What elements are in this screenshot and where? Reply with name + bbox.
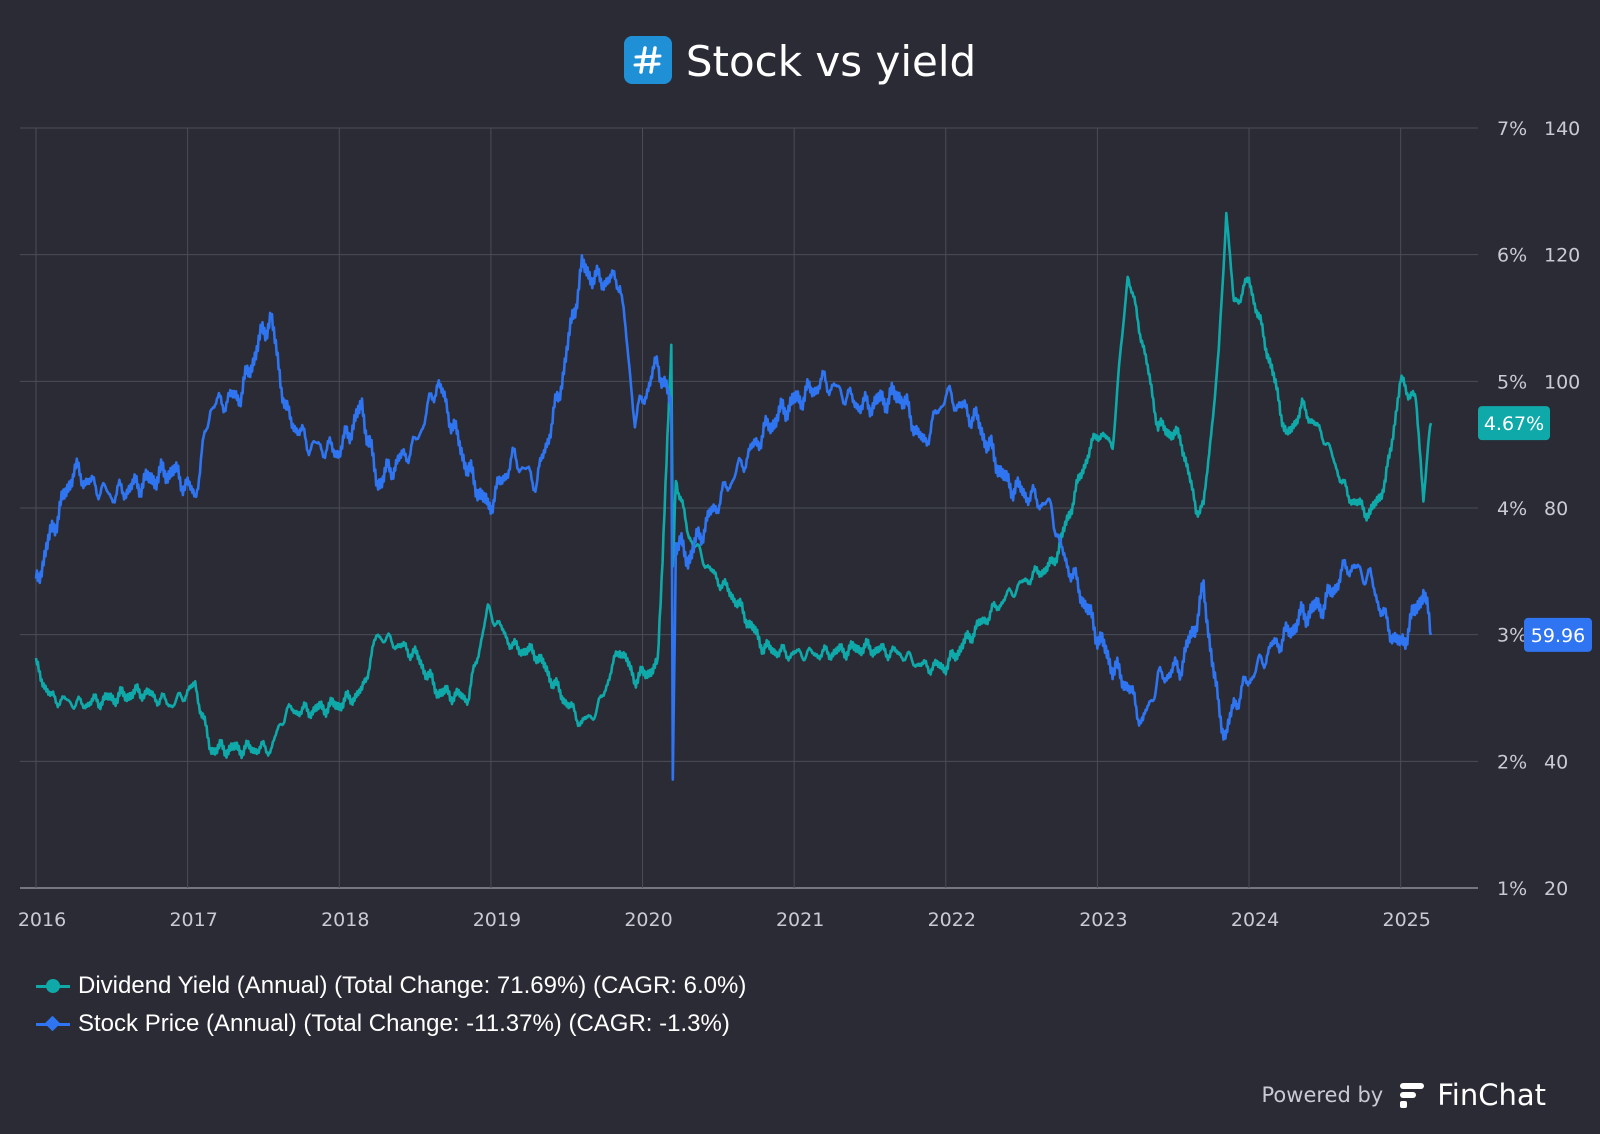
legend-label: Stock Price (Annual) (Total Change: -11.…: [78, 1010, 730, 1037]
end-label-box: [1478, 406, 1550, 441]
y-tick-right: 20: [1544, 878, 1568, 900]
y-tick-right: 40: [1544, 751, 1568, 773]
powered-by-footer[interactable]: Powered by FinChat: [1262, 1078, 1547, 1112]
end-value-label: 4.67%: [1484, 413, 1544, 435]
legend-label: Dividend Yield (Annual) (Total Change: 7…: [78, 972, 747, 999]
y-tick-left: 4%: [1497, 498, 1527, 520]
y-tick-left: 2%: [1497, 751, 1527, 773]
y-tick-left: 6%: [1497, 245, 1527, 267]
x-tick: 2020: [624, 909, 672, 931]
end-label-box: [1524, 617, 1592, 652]
x-tick: 2025: [1382, 909, 1430, 931]
chart-series: [34, 211, 1433, 781]
legend-item-stock-price[interactable]: Stock Price (Annual) (Total Change: -11.…: [36, 1010, 730, 1038]
series-line-stock-price: [34, 254, 1433, 781]
legend-diamond-icon: [36, 1015, 70, 1032]
y-tick-right: 80: [1544, 498, 1568, 520]
x-tick: 2021: [776, 909, 824, 931]
end-value-label: 59.96: [1531, 625, 1585, 647]
y-tick-right: 120: [1544, 245, 1580, 267]
legend-item-dividend-yield[interactable]: Dividend Yield (Annual) (Total Change: 7…: [36, 972, 746, 1000]
finchat-logo-icon: [1397, 1080, 1427, 1110]
x-tick: 2017: [169, 909, 217, 931]
y-tick-left: 3%: [1497, 625, 1527, 647]
y-tick-left: 5%: [1497, 371, 1527, 393]
legend-circle-icon: [36, 978, 70, 994]
x-axis-ticks: 2016 2017 2018 2019 2020 2021 2022 2023 2024 2025: [18, 909, 1431, 931]
chart-title: Stock vs yield: [0, 36, 1600, 86]
x-tick: 2023: [1079, 909, 1127, 931]
y-tick-left: 7%: [1497, 118, 1527, 140]
chart-title-text: Stock vs yield: [685, 37, 977, 86]
x-tick: 2016: [18, 909, 66, 931]
x-tick: 2024: [1231, 909, 1279, 931]
powered-by-text: Powered by: [1261, 1083, 1384, 1107]
y-tick-left: 1%: [1497, 878, 1527, 900]
x-tick: 2018: [321, 909, 369, 931]
x-tick: 2022: [928, 909, 976, 931]
x-tick: 2019: [473, 909, 521, 931]
finchat-brand: FinChat: [1437, 1078, 1546, 1112]
y-tick-right: 100: [1544, 371, 1580, 393]
chart-grid: [20, 127, 1478, 889]
series-line-dividend-yield: [34, 211, 1433, 760]
hashtag-logo-icon: [623, 36, 672, 84]
end-value-labels: 4.67% 59.96: [1478, 406, 1592, 652]
y-tick-right: 140: [1544, 118, 1580, 140]
